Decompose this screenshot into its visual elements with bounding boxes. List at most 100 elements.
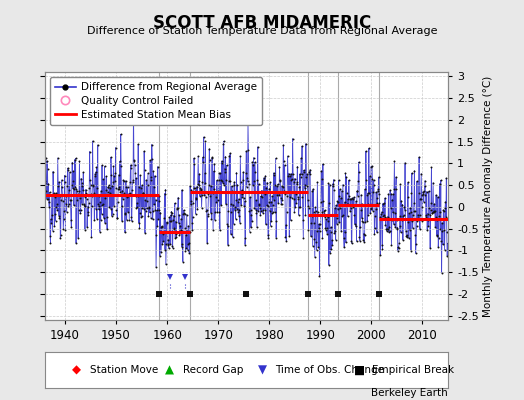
Point <box>99 201 107 208</box>
Point <box>245 228 254 235</box>
Point <box>275 190 283 196</box>
Point <box>95 193 103 199</box>
Point <box>343 213 352 220</box>
Point <box>271 182 279 188</box>
Point <box>208 154 216 161</box>
Point <box>241 241 249 248</box>
Point <box>110 202 118 209</box>
Point <box>127 214 136 221</box>
Point <box>200 170 209 176</box>
Point <box>120 190 128 196</box>
Point <box>223 222 232 229</box>
Point <box>124 192 133 199</box>
Point <box>81 226 89 233</box>
Point <box>375 200 384 206</box>
Point <box>109 179 117 185</box>
Point <box>361 186 369 192</box>
Point <box>321 214 329 220</box>
Point <box>375 191 383 197</box>
Point <box>272 234 280 241</box>
Point <box>248 162 257 168</box>
Point <box>236 219 244 226</box>
Point <box>279 158 288 164</box>
Point <box>304 227 313 233</box>
Point <box>200 192 209 198</box>
Point <box>324 218 332 224</box>
Point <box>349 204 357 210</box>
Point <box>288 194 296 201</box>
Point <box>362 177 370 184</box>
Point <box>112 206 121 213</box>
Point <box>370 231 378 238</box>
Point <box>193 181 202 188</box>
Point <box>427 200 435 206</box>
Point <box>309 243 317 249</box>
Point <box>357 192 365 198</box>
Point <box>41 177 50 184</box>
Point <box>71 184 79 190</box>
Point <box>174 194 182 201</box>
Point <box>116 158 124 165</box>
Point <box>270 209 279 216</box>
Point <box>270 196 278 203</box>
Point <box>89 138 97 144</box>
Point <box>249 154 258 161</box>
Point <box>84 200 93 206</box>
Text: Station Move: Station Move <box>90 365 158 375</box>
Point <box>54 212 63 219</box>
Point <box>303 196 312 203</box>
Point <box>351 202 359 208</box>
Point <box>407 209 415 215</box>
Point <box>202 208 211 214</box>
Point <box>165 214 173 221</box>
Point <box>166 218 174 224</box>
Point <box>266 179 274 186</box>
Point <box>401 160 409 166</box>
Point <box>183 247 192 253</box>
Point <box>45 199 53 205</box>
Point <box>286 217 294 224</box>
Point <box>195 171 204 177</box>
Text: ◆: ◆ <box>72 364 81 376</box>
Point <box>248 218 256 224</box>
Point <box>297 173 305 180</box>
Point <box>413 212 422 218</box>
Point <box>178 240 187 247</box>
Point <box>74 207 83 214</box>
Point <box>105 182 113 188</box>
Point <box>436 208 444 215</box>
Point <box>87 191 95 197</box>
Point <box>157 224 166 230</box>
Point <box>301 211 310 218</box>
Point <box>153 223 161 229</box>
Point <box>261 172 270 179</box>
Point <box>48 192 56 198</box>
Point <box>385 223 394 230</box>
Point <box>434 235 443 242</box>
Point <box>123 184 132 190</box>
Point <box>278 196 287 203</box>
Point <box>145 204 153 210</box>
Point <box>97 188 105 194</box>
Point <box>216 170 224 176</box>
Point <box>94 206 103 213</box>
Point <box>381 195 389 201</box>
Point <box>202 194 210 200</box>
Point <box>221 165 229 172</box>
Point <box>423 210 432 217</box>
Point <box>234 196 243 202</box>
Point <box>443 240 452 247</box>
Point <box>158 241 167 247</box>
Point <box>418 203 427 210</box>
Point <box>443 229 451 236</box>
Point <box>278 183 286 189</box>
Point <box>110 163 118 169</box>
Point <box>370 225 379 231</box>
Point <box>320 207 329 214</box>
Point <box>184 240 192 247</box>
Point <box>116 189 125 195</box>
Point <box>246 194 254 200</box>
Point <box>168 210 176 216</box>
Point <box>419 188 427 195</box>
Text: Empirical Break: Empirical Break <box>373 365 454 375</box>
